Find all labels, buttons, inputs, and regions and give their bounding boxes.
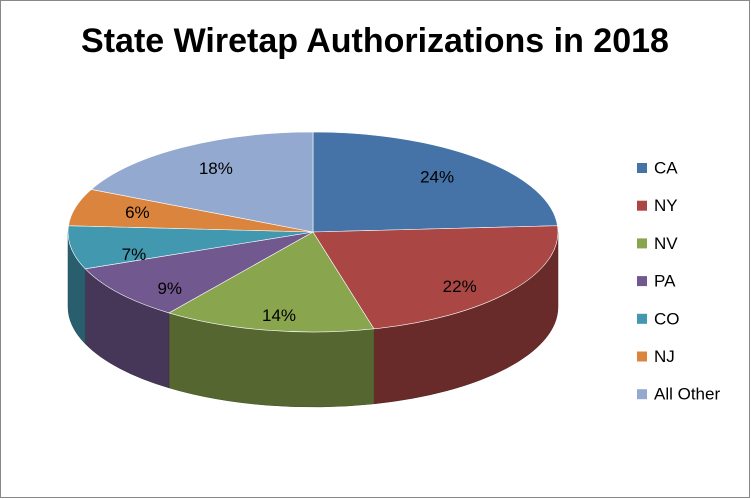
legend-swatch [637,313,647,324]
legend-swatch [637,163,647,173]
legend-label: All Other [654,385,720,404]
pie-slice [168,231,375,333]
data-label: 24% [420,168,454,187]
data-label: 22% [443,277,477,296]
legend-swatch [637,276,647,287]
pie-slice [312,131,558,233]
data-label: 14% [262,306,296,325]
pie-tops [67,131,559,333]
pie-slice [312,225,559,330]
pie-slice [90,131,314,233]
legend-label: PA [654,272,676,291]
data-label: 6% [125,203,150,222]
data-label: 7% [122,245,147,264]
chart-title: State Wiretap Authorizations in 2018 [81,22,669,60]
pie-slice [84,231,314,314]
legend-swatch [637,351,647,362]
legend-label: NJ [654,347,675,366]
pie-sides [67,231,559,408]
legend-swatch [637,200,647,211]
legend-swatch [637,389,647,400]
legend-label: NY [654,196,678,215]
pie-slice [67,225,314,270]
data-label: 18% [199,159,233,178]
legend-label: NV [654,234,678,253]
legend-swatch [637,238,647,249]
data-label: 9% [157,279,182,298]
legend-label: CO [654,309,680,328]
legend-label: CA [654,158,678,177]
